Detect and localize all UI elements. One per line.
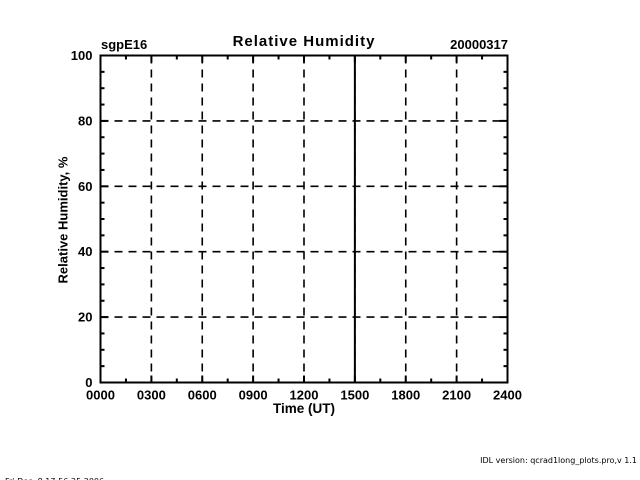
- footer-version-block: IDL version: qcrad1long_plots.pro,v 1.1 …: [422, 442, 637, 480]
- axis-box: [99, 54, 509, 384]
- svg-text:0600: 0600: [188, 388, 217, 403]
- svg-text:1500: 1500: [340, 388, 369, 403]
- svg-text:100: 100: [71, 48, 93, 63]
- svg-text:1800: 1800: [391, 388, 420, 403]
- svg-text:1200: 1200: [290, 388, 319, 403]
- date-label: 20000317: [450, 37, 508, 52]
- svg-text:60: 60: [78, 179, 92, 194]
- svg-text:80: 80: [78, 113, 92, 128]
- page-title: Relative Humidity: [232, 33, 376, 50]
- svg-text:0300: 0300: [137, 388, 166, 403]
- svg-text:0000: 0000: [86, 388, 115, 403]
- svg-text:40: 40: [78, 244, 92, 259]
- svg-text:0: 0: [85, 375, 92, 390]
- gridlines: [100, 55, 508, 383]
- x-axis-label: Time (UT): [272, 401, 335, 416]
- footer-idl-version: IDL version: qcrad1long_plots.pro,v 1.1: [480, 456, 637, 466]
- footer-timestamp-block: Fri Dec 8 17:56:25 2006 Battelle Pacific…: [5, 444, 280, 480]
- site-label: sgpE16: [101, 37, 148, 52]
- svg-text:0900: 0900: [239, 388, 268, 403]
- svg-text:20: 20: [78, 310, 92, 325]
- footer-generated-timestamp: Fri Dec 8 17:56:25 2006: [5, 474, 280, 480]
- svg-text:2400: 2400: [493, 388, 522, 403]
- svg-text:2100: 2100: [442, 388, 471, 403]
- y-axis-label-text: Relative Humidity, %: [55, 156, 71, 284]
- tick-labels: 0000 0300 0600 0900 1200 1500 1800 2100 2400 0 20 4…: [71, 48, 522, 403]
